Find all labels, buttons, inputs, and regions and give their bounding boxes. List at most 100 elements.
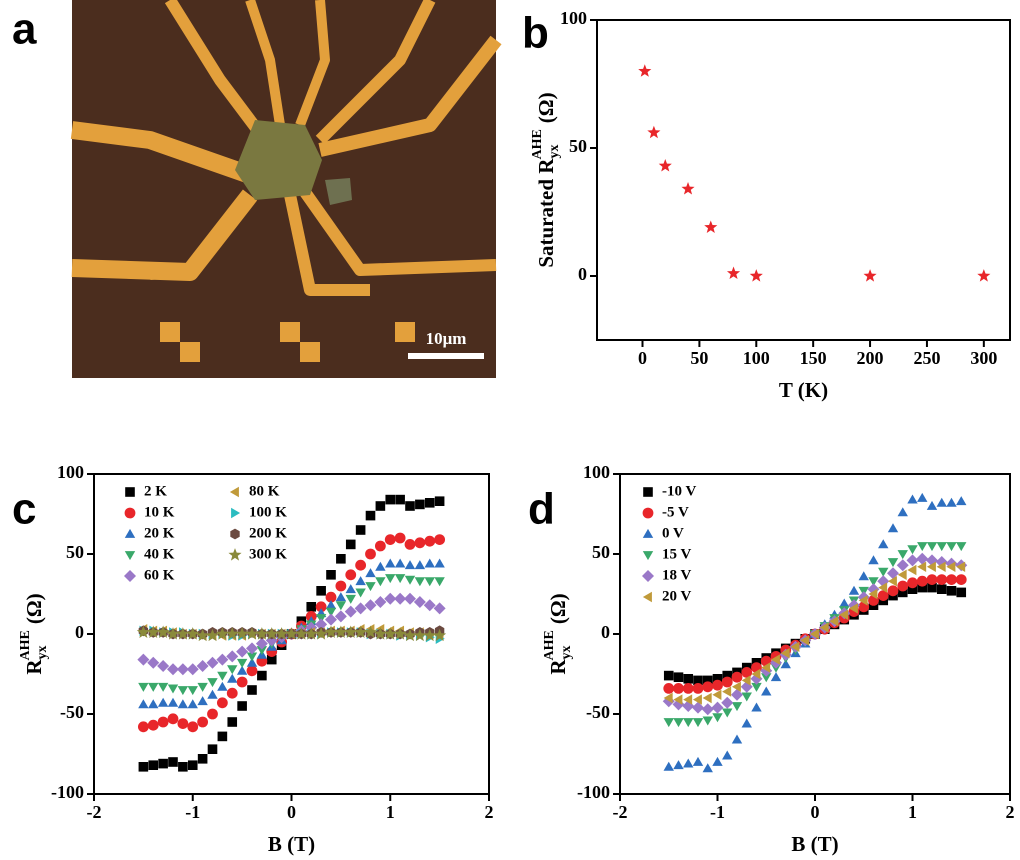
legend-label: 10 K: [144, 504, 175, 520]
marker: [147, 656, 160, 669]
panel-letter: a: [12, 5, 37, 54]
marker: [673, 694, 683, 705]
y-axis-label-sub: yx: [547, 145, 562, 159]
marker: [848, 585, 860, 595]
marker: [325, 600, 337, 610]
marker: [751, 702, 762, 712]
marker: [424, 577, 435, 587]
marker: [721, 696, 734, 709]
marker: [663, 683, 675, 694]
x-tick-label: -2: [87, 802, 102, 822]
marker: [946, 497, 957, 507]
marker: [325, 613, 337, 626]
y-tick-label: 100: [583, 462, 610, 482]
marker: [207, 708, 218, 720]
marker: [148, 682, 159, 692]
marker: [917, 542, 928, 552]
marker: [956, 496, 967, 506]
marker: [414, 537, 426, 549]
y-axis-label-sup: AHE: [18, 630, 33, 660]
marker: [897, 507, 908, 517]
marker: [236, 676, 248, 688]
marker: [423, 599, 436, 612]
legend-label: 200 K: [249, 525, 287, 541]
marker: [255, 637, 268, 650]
marker: [365, 548, 376, 560]
marker: [927, 582, 937, 593]
marker: [395, 494, 405, 505]
marker: [335, 601, 347, 611]
legend-marker: [642, 528, 654, 538]
marker: [956, 587, 967, 598]
y-tick-label: -100: [577, 782, 610, 802]
marker: [712, 756, 723, 766]
legend-label: 15 V: [662, 546, 691, 562]
x-axis-label: T (K): [779, 378, 828, 402]
marker: [227, 665, 238, 675]
legend-marker: [643, 487, 653, 497]
marker: [741, 718, 752, 728]
marker: [936, 584, 947, 594]
marker: [692, 694, 702, 705]
marker: [663, 761, 674, 771]
marker: [247, 685, 257, 695]
marker: [858, 595, 868, 606]
marker: [936, 561, 946, 572]
marker: [878, 582, 888, 593]
marker: [336, 554, 346, 564]
marker: [394, 558, 406, 568]
legend-label: -5 V: [662, 504, 689, 520]
marker: [712, 674, 723, 684]
marker: [365, 510, 376, 521]
marker: [663, 692, 673, 704]
marker: [138, 699, 149, 709]
marker: [780, 659, 791, 669]
marker: [946, 574, 957, 585]
legend-marker: [124, 551, 136, 561]
marker: [977, 269, 991, 282]
marker: [385, 574, 396, 584]
marker: [638, 64, 652, 77]
marker: [157, 682, 169, 692]
marker: [424, 558, 435, 568]
marker: [138, 762, 149, 772]
marker: [414, 577, 426, 587]
marker: [682, 683, 694, 694]
marker: [780, 648, 790, 659]
marker: [405, 501, 415, 511]
legend-marker: [231, 507, 241, 519]
flake: [235, 120, 322, 200]
marker: [157, 697, 169, 707]
marker: [955, 574, 967, 585]
legend-marker: [642, 591, 652, 603]
marker: [704, 220, 718, 233]
marker: [355, 559, 367, 571]
x-tick-label: 2: [1006, 802, 1015, 822]
marker: [187, 760, 198, 770]
marker: [334, 625, 348, 638]
marker: [217, 731, 228, 742]
marker: [701, 703, 714, 716]
marker: [868, 588, 878, 600]
marker: [177, 718, 189, 729]
y-axis-label: Saturated RyxAHE (Ω): [530, 92, 562, 267]
x-tick-label: 2: [485, 802, 494, 822]
y-tick-label: 100: [57, 462, 84, 482]
marker: [404, 575, 416, 585]
marker: [375, 501, 386, 511]
legend-marker: [124, 528, 136, 538]
marker: [325, 591, 337, 603]
marker: [236, 645, 249, 658]
marker: [235, 627, 249, 640]
marker: [702, 716, 713, 726]
marker: [683, 758, 694, 768]
marker: [157, 660, 170, 672]
marker: [167, 697, 179, 707]
marker: [683, 718, 694, 728]
marker: [314, 627, 328, 640]
marker: [255, 627, 269, 640]
marker: [226, 650, 239, 663]
x-tick-label: 50: [690, 348, 708, 368]
marker: [167, 684, 179, 694]
x-tick-label: -1: [710, 802, 725, 822]
